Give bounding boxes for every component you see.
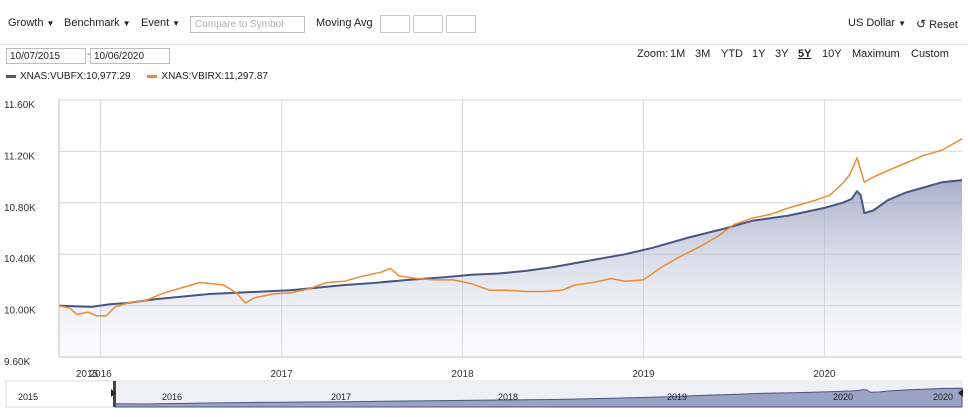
legend-label: XNAS:VBIRX:11,297.87 [161,71,268,82]
moving-avg-input-1[interactable] [380,15,410,33]
benchmark-label: Benchmark [64,17,120,29]
navigator-year-label: 2017 [331,392,351,402]
zoom-1y-button[interactable]: 1Y [752,48,766,60]
series-line-vubfx[interactable] [58,179,963,308]
navigator-year-label: 2016 [162,392,182,402]
caret-down-icon: ▼ [898,19,906,28]
y-tick-label: 11.20K [4,151,35,162]
growth-label: Growth [8,17,44,29]
navigator-year-label: 2020 [833,392,853,402]
x-tick-label: 2015 [76,369,99,380]
x-tick-label: 2017 [270,369,293,380]
legend-label: XNAS:VUBFX:10,977.29 [20,71,131,82]
x-tick-label: 2016 [89,369,112,380]
currency-label: US Dollar [848,17,896,29]
reset-button[interactable]: ↺ Reset [916,17,958,31]
zoom-10y-button[interactable]: 10Y [822,48,842,60]
series-area-vubfx [59,180,962,357]
caret-down-icon: ▼ [172,19,181,28]
moving-avg-input-2[interactable] [413,15,443,33]
y-tick-label: 9.60K [4,357,30,368]
event-menu[interactable]: Event ▼ [141,17,180,29]
moving-avg-label: Moving Avg [316,17,373,29]
caret-down-icon: ▼ [122,19,131,28]
navigator-year-label: 2020 [933,392,953,402]
navigator-year-label: 2015 [18,392,38,402]
zoom-1m-button[interactable]: 1M [670,48,686,60]
navigator-year-label: 2018 [498,392,518,402]
y-tick-label: 10.80K [4,203,36,214]
legend-item-vubfx[interactable]: XNAS:VUBFX:10,977.29 [6,71,131,82]
date-separator: - [87,49,91,60]
caret-down-icon: ▼ [46,19,55,28]
zoom-3m-button[interactable]: 3M [695,48,711,60]
zoom-5y-button[interactable]: 5Y [798,48,812,60]
compare-symbol-input[interactable] [190,16,305,33]
x-tick-label: 2020 [813,369,836,380]
legend-swatch [147,74,158,78]
reset-label: Reset [929,19,958,31]
chart-legend: XNAS:VUBFX:10,977.29 XNAS:VBIRX:11,297.8… [6,71,282,82]
x-tick-label: 2019 [632,369,655,380]
zoom-maximum-button[interactable]: Maximum [852,48,900,60]
moving-avg-input-3[interactable] [446,15,476,33]
x-tick-label: 2018 [451,369,474,380]
end-date-input[interactable] [90,48,170,64]
navigator-series [114,387,963,408]
legend-swatch [6,74,16,78]
reset-icon: ↺ [916,17,927,31]
benchmark-menu[interactable]: Benchmark ▼ [64,17,131,29]
event-label: Event [141,17,170,29]
y-tick-label: 10.00K [4,306,36,317]
navigator-handle-icon[interactable] [111,389,116,397]
navigator-handle-icon[interactable] [958,389,963,397]
navigator-year-label: 2019 [667,392,687,402]
start-date-input[interactable] [6,48,86,64]
zoom-label: Zoom: [637,48,669,60]
zoom-3y-button[interactable]: 3Y [775,48,789,60]
currency-menu[interactable]: US Dollar ▼ [848,17,906,29]
series-line-vbirx[interactable] [58,138,963,317]
growth-menu[interactable]: Growth ▼ [8,17,54,29]
y-tick-label: 10.40K [4,254,36,265]
chart-toolbar: Growth▼ Benchmark▼ Event▼ Moving Avg US … [0,0,968,45]
y-tick-label: 11.60K [4,100,35,111]
legend-item-vbirx[interactable]: XNAS:VBIRX:11,297.87 [147,71,268,82]
zoom-custom-button[interactable]: Custom [911,48,949,60]
zoom-ytd-button[interactable]: YTD [721,48,743,60]
